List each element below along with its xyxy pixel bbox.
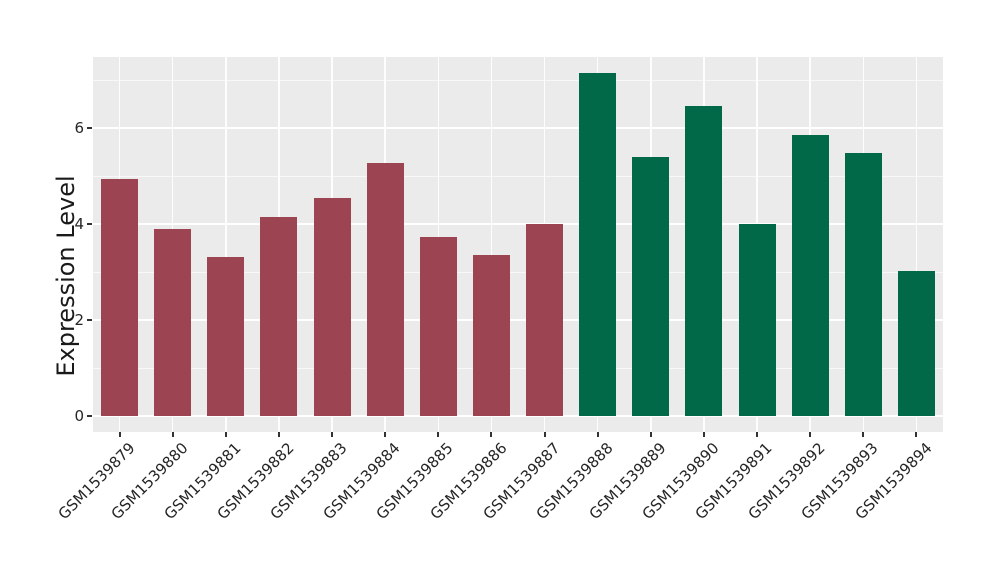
- x-axis-tick: [331, 432, 334, 437]
- h-gridline-minor: [93, 79, 943, 81]
- bar-GSM1539892: [791, 134, 829, 416]
- x-axis-tick: [756, 432, 759, 437]
- bar-GSM1539889: [632, 156, 670, 416]
- x-axis-tick: [224, 432, 227, 437]
- y-axis-tick: [87, 319, 92, 321]
- bar-GSM1539888: [579, 73, 617, 416]
- bar-GSM1539890: [685, 106, 723, 416]
- h-gridline-major: [93, 319, 943, 321]
- h-gridline-minor: [93, 271, 943, 273]
- y-axis-title: Expression Level: [52, 175, 80, 377]
- bar-GSM1539880: [154, 228, 192, 416]
- h-gridline-major: [93, 223, 943, 225]
- y-tick-label: 0: [74, 407, 84, 425]
- x-axis-tick: [543, 432, 546, 437]
- y-tick-label: 2: [74, 311, 84, 329]
- v-gridline: [490, 57, 493, 432]
- x-axis-tick: [809, 432, 812, 437]
- x-axis-tick: [171, 432, 174, 437]
- h-gridline-minor: [93, 175, 943, 177]
- bar-GSM1539881: [207, 257, 245, 416]
- y-axis-tick: [87, 223, 92, 225]
- x-axis-tick: [862, 432, 865, 437]
- bar-GSM1539879: [101, 179, 139, 416]
- bar-GSM1539886: [472, 255, 510, 416]
- bar-GSM1539884: [366, 163, 404, 416]
- bar-GSM1539891: [738, 224, 776, 416]
- bar-GSM1539887: [526, 224, 564, 416]
- x-axis-tick: [915, 432, 918, 437]
- x-axis-tick: [437, 432, 440, 437]
- x-axis-tick: [118, 432, 121, 437]
- x-axis-tick: [490, 432, 493, 437]
- x-axis-tick: [384, 432, 387, 437]
- y-tick-label: 4: [74, 215, 84, 233]
- x-axis-tick: [649, 432, 652, 437]
- x-axis-tick: [596, 432, 599, 437]
- plot-panel: [93, 57, 943, 432]
- x-axis-tick: [277, 432, 280, 437]
- bar-GSM1539893: [844, 153, 882, 416]
- h-gridline-major: [93, 127, 943, 129]
- y-axis-tick: [87, 415, 92, 417]
- h-gridline-minor: [93, 367, 943, 369]
- v-gridline: [225, 57, 227, 432]
- bar-GSM1539885: [419, 237, 457, 416]
- h-gridline-major: [93, 415, 943, 417]
- v-gridline: [915, 57, 918, 432]
- y-tick-label: 6: [74, 119, 84, 137]
- x-axis-tick: [702, 432, 705, 437]
- y-axis-tick: [87, 127, 92, 129]
- bar-GSM1539883: [313, 197, 351, 416]
- bar-GSM1539894: [897, 270, 935, 416]
- bar-GSM1539882: [260, 216, 298, 416]
